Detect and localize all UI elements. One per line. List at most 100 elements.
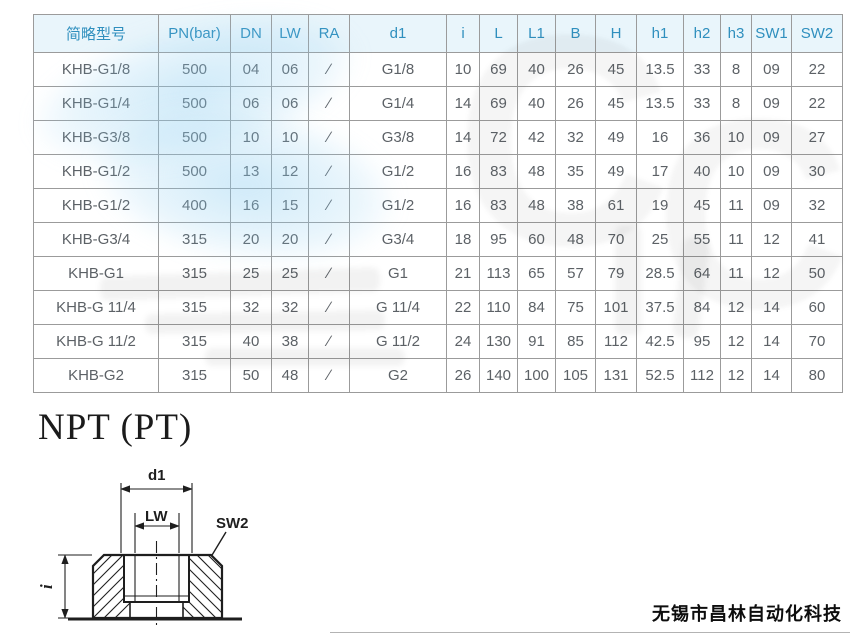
- value-cell: G3/4: [349, 222, 447, 257]
- value-cell: 100: [517, 358, 556, 393]
- value-cell: 45: [595, 52, 637, 87]
- value-cell: 25: [271, 256, 309, 291]
- value-cell: 14: [751, 290, 792, 325]
- value-cell: 25: [230, 256, 272, 291]
- value-cell: ∕: [308, 52, 350, 87]
- column-header-9: B: [555, 14, 596, 53]
- value-cell: 315: [158, 324, 231, 359]
- table-row: KHB-G3/4 315 20 20 ∕ G3/4 18 95 60 48 70 25 55 11 12 41: [33, 222, 843, 257]
- value-cell: ∕: [308, 290, 350, 325]
- value-cell: 500: [158, 120, 231, 155]
- value-cell: 14: [751, 324, 792, 359]
- value-cell: 60: [517, 222, 556, 257]
- value-cell: 11: [720, 256, 752, 291]
- value-cell: 04: [230, 52, 272, 87]
- value-cell: 48: [271, 358, 309, 393]
- value-cell: 16: [230, 188, 272, 223]
- value-cell: 95: [479, 222, 518, 257]
- value-cell: 16: [636, 120, 684, 155]
- value-cell: 42: [517, 120, 556, 155]
- model-cell: KHB-G1/8: [33, 52, 159, 87]
- value-cell: 11: [720, 222, 752, 257]
- value-cell: 14: [751, 358, 792, 393]
- value-cell: 500: [158, 52, 231, 87]
- table-row: KHB-G1 315 25 25 ∕ G1 21 113 65 57 79 28.5 64 11 12 50: [33, 256, 843, 291]
- fitting-cross-section-drawing: d1 LW SW2: [37, 467, 249, 629]
- table-row: KHB-G1/8 500 04 06 ∕ G1/8 10 69 40 26 45 13.5 33 8 09 2…: [33, 52, 843, 87]
- column-header-4: RA: [308, 14, 350, 53]
- dimension-label-d1: d1: [148, 467, 166, 484]
- value-cell: 09: [751, 120, 792, 155]
- value-cell: 10: [230, 120, 272, 155]
- value-cell: 70: [595, 222, 637, 257]
- value-cell: 69: [479, 52, 518, 87]
- value-cell: 79: [595, 256, 637, 291]
- value-cell: 140: [479, 358, 518, 393]
- value-cell: 52.5: [636, 358, 684, 393]
- value-cell: 14: [446, 120, 480, 155]
- fitting-body-outline: [91, 553, 224, 620]
- dimension-label-lw: LW: [145, 508, 168, 525]
- column-header-5: d1: [349, 14, 447, 53]
- model-cell: KHB-G 11/2: [33, 324, 159, 359]
- value-cell: 80: [791, 358, 843, 393]
- value-cell: ∕: [308, 154, 350, 189]
- value-cell: 49: [595, 120, 637, 155]
- value-cell: 83: [479, 188, 518, 223]
- value-cell: 09: [751, 52, 792, 87]
- value-cell: 83: [479, 154, 518, 189]
- value-cell: ∕: [308, 222, 350, 257]
- model-cell: KHB-G1: [33, 256, 159, 291]
- value-cell: G1/2: [349, 154, 447, 189]
- value-cell: 12: [271, 154, 309, 189]
- dimension-lw: [134, 513, 180, 553]
- value-cell: 85: [555, 324, 596, 359]
- value-cell: 11: [720, 188, 752, 223]
- value-cell: 32: [791, 188, 843, 223]
- value-cell: 55: [683, 222, 721, 257]
- value-cell: 50: [230, 358, 272, 393]
- value-cell: 22: [791, 86, 843, 121]
- table-row: KHB-G2 315 50 48 ∕ G2 26 140 100 105 131 52.5 112 12 1…: [33, 358, 843, 393]
- model-cell: KHB-G2: [33, 358, 159, 393]
- value-cell: 12: [720, 324, 752, 359]
- value-cell: 33: [683, 86, 721, 121]
- table-row: KHB-G 11/4 315 32 32 ∕ G 11/4 22 110 84 75 101 37.5…: [33, 290, 843, 325]
- value-cell: G3/8: [349, 120, 447, 155]
- footer-company-name: 无锡市昌林自动化科技: [652, 604, 842, 624]
- value-cell: 500: [158, 86, 231, 121]
- value-cell: 19: [636, 188, 684, 223]
- value-cell: 09: [751, 86, 792, 121]
- value-cell: 09: [751, 188, 792, 223]
- value-cell: 95: [683, 324, 721, 359]
- value-cell: 84: [517, 290, 556, 325]
- column-header-13: h3: [720, 14, 752, 53]
- value-cell: 112: [595, 324, 637, 359]
- value-cell: 12: [720, 358, 752, 393]
- value-cell: ∕: [308, 358, 350, 393]
- value-cell: 12: [720, 290, 752, 325]
- value-cell: 48: [555, 222, 596, 257]
- value-cell: ∕: [308, 324, 350, 359]
- value-cell: 315: [158, 358, 231, 393]
- dimension-label-sw2: SW2: [216, 515, 249, 532]
- value-cell: ∕: [308, 188, 350, 223]
- value-cell: 21: [446, 256, 480, 291]
- value-cell: 84: [683, 290, 721, 325]
- model-cell: KHB-G 11/4: [33, 290, 159, 325]
- dimension-d1: [120, 483, 193, 553]
- value-cell: 49: [595, 154, 637, 189]
- value-cell: ∕: [308, 86, 350, 121]
- value-cell: G1/2: [349, 188, 447, 223]
- column-header-6: i: [446, 14, 480, 53]
- value-cell: 130: [479, 324, 518, 359]
- value-cell: 30: [791, 154, 843, 189]
- value-cell: ∕: [308, 256, 350, 291]
- value-cell: 40: [517, 86, 556, 121]
- value-cell: G1/4: [349, 86, 447, 121]
- value-cell: 35: [555, 154, 596, 189]
- value-cell: 500: [158, 154, 231, 189]
- value-cell: 315: [158, 290, 231, 325]
